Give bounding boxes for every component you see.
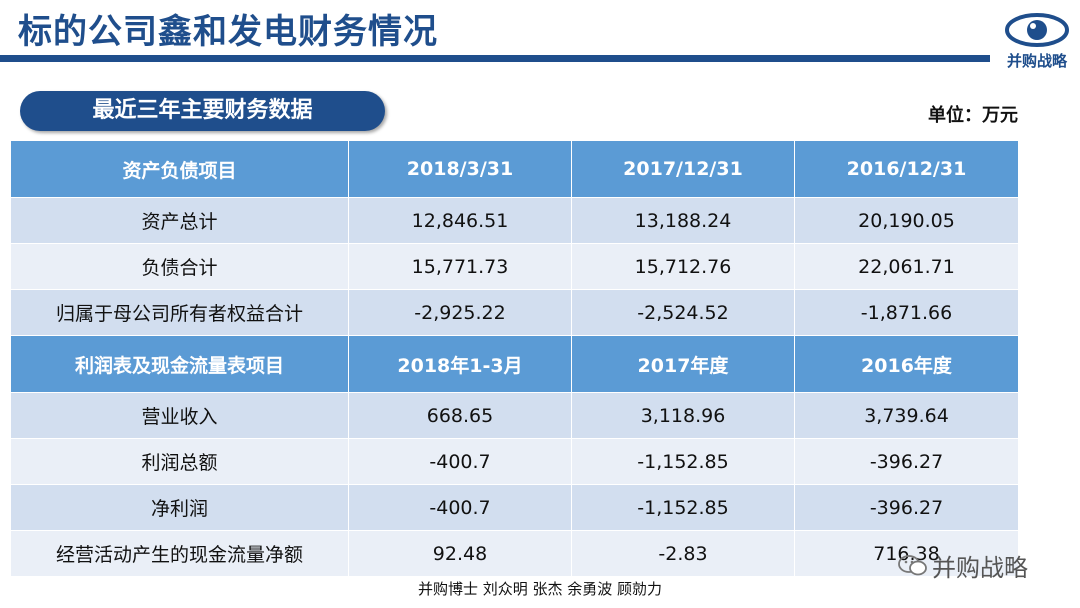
brand-logo: 并购战略 <box>1002 10 1072 72</box>
header-cell: 2017年度 <box>571 335 795 393</box>
footer-authors: 并购博士 刘众明 张杰 余勇波 顾勍力 <box>417 580 663 598</box>
table-row: 负债合计 15,771.73 15,712.76 22,061.71 <box>10 243 1019 290</box>
cell-value: 668.65 <box>348 392 572 439</box>
header-cell: 利润表及现金流量表项目 <box>10 335 349 393</box>
balance-header-row: 资产负债项目 2018/3/31 2017/12/31 2016/12/31 <box>10 140 1019 198</box>
eye-icon <box>1005 13 1069 47</box>
table-row: 经营活动产生的现金流量净额 92.48 -2.83 716.38 <box>10 530 1019 577</box>
cell-value: -400.7 <box>348 438 572 485</box>
title-underline-bar <box>0 55 990 62</box>
header-cell: 2017/12/31 <box>571 140 795 198</box>
header-cell: 2018/3/31 <box>348 140 572 198</box>
financial-table: 资产负债项目 2018/3/31 2017/12/31 2016/12/31 资… <box>10 140 1019 577</box>
table-row: 利润总额 -400.7 -1,152.85 -396.27 <box>10 438 1019 485</box>
cell-value: 20,190.05 <box>794 197 1019 244</box>
table-row: 归属于母公司所有者权益合计 -2,925.22 -2,524.52 -1,871… <box>10 289 1019 336</box>
table-row: 营业收入 668.65 3,118.96 3,739.64 <box>10 392 1019 439</box>
section-title: 最近三年主要财务数据 <box>20 91 385 131</box>
wechat-icon <box>898 554 928 584</box>
cell-value: 3,118.96 <box>571 392 795 439</box>
cell-value: -1,152.85 <box>571 484 795 531</box>
cell-value: -2,524.52 <box>571 289 795 336</box>
header-cell: 资产负债项目 <box>10 140 349 198</box>
logo-text: 并购战略 <box>1006 52 1067 70</box>
cell-value: 716.38 <box>794 530 1019 577</box>
header-cell: 2016/12/31 <box>794 140 1019 198</box>
row-label: 净利润 <box>10 484 349 531</box>
cell-value: -1,152.85 <box>571 438 795 485</box>
header-cell: 2016年度 <box>794 335 1019 393</box>
row-label: 经营活动产生的现金流量净额 <box>10 530 349 577</box>
cell-value: 92.48 <box>348 530 572 577</box>
cell-value: -2,925.22 <box>348 289 572 336</box>
watermark-text: 并购战略 <box>932 554 1028 582</box>
cell-value: 22,061.71 <box>794 243 1019 290</box>
cell-value: 3,739.64 <box>794 392 1019 439</box>
unit-label: 单位：万元 <box>928 105 1018 126</box>
row-label: 营业收入 <box>10 392 349 439</box>
cell-value: 15,771.73 <box>348 243 572 290</box>
cell-value: -396.27 <box>794 438 1019 485</box>
cell-value: -396.27 <box>794 484 1019 531</box>
cell-value: -1,871.66 <box>794 289 1019 336</box>
cell-value: 12,846.51 <box>348 197 572 244</box>
slide-title: 标的公司鑫和发电财务情况 <box>18 12 438 52</box>
row-label: 资产总计 <box>10 197 349 244</box>
cell-value: -2.83 <box>571 530 795 577</box>
cell-value: -400.7 <box>348 484 572 531</box>
row-label: 负债合计 <box>10 243 349 290</box>
row-label: 归属于母公司所有者权益合计 <box>10 289 349 336</box>
income-header-row: 利润表及现金流量表项目 2018年1-3月 2017年度 2016年度 <box>10 335 1019 393</box>
wechat-watermark: 并购战略 <box>898 548 1028 584</box>
cell-value: 15,712.76 <box>571 243 795 290</box>
row-label: 利润总额 <box>10 438 349 485</box>
header-cell: 2018年1-3月 <box>348 335 572 393</box>
table-row: 资产总计 12,846.51 13,188.24 20,190.05 <box>10 197 1019 244</box>
cell-value: 13,188.24 <box>571 197 795 244</box>
table-row: 净利润 -400.7 -1,152.85 -396.27 <box>10 484 1019 531</box>
